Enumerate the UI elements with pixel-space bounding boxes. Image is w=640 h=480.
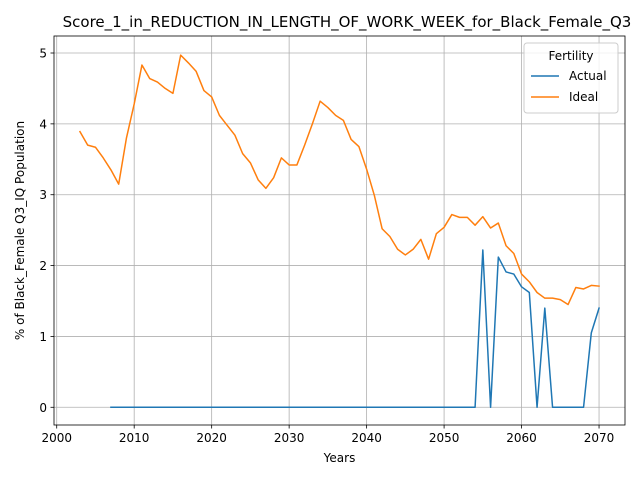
- y-tick-label: 3: [39, 188, 47, 202]
- legend-box: [523, 42, 619, 114]
- legend-label-ideal: Ideal: [569, 90, 598, 104]
- y-tick-label: 1: [39, 330, 47, 344]
- chart-title: Score_1_in_REDUCTION_IN_LENGTH_OF_WORK_W…: [63, 13, 632, 32]
- plot-area-frame: [53, 35, 626, 426]
- x-tick-label: 2030: [274, 431, 305, 445]
- x-axis: 2000 2010 2020 2030 2040 2050 2060 2070: [41, 425, 614, 445]
- y-tick-label: 5: [39, 47, 47, 61]
- series-line-actual: [110, 249, 600, 409]
- x-tick-label: 2050: [429, 431, 460, 445]
- x-tick-label: 2020: [196, 431, 227, 445]
- y-tick-label: 4: [39, 117, 47, 131]
- y-tick-label: 2: [39, 259, 47, 273]
- legend-label-actual: Actual: [569, 69, 607, 83]
- y-axis: 0 1 2 3 4 5: [39, 47, 54, 415]
- x-tick-label: 2010: [119, 431, 150, 445]
- series-line-ideal: [78, 54, 600, 306]
- x-tick-label: 2000: [41, 431, 72, 445]
- series-layer: [78, 54, 600, 409]
- y-tick-label: 0: [39, 401, 47, 415]
- x-tick-label: 2070: [584, 431, 615, 445]
- x-axis-label: Years: [323, 451, 356, 465]
- y-axis-label: % of Black_Female Q3_IQ Population: [13, 121, 27, 340]
- x-tick-label: 2060: [506, 431, 537, 445]
- legend: Fertility Actual Ideal: [523, 42, 619, 114]
- x-tick-label: 2040: [351, 431, 382, 445]
- legend-title: Fertility: [548, 49, 593, 63]
